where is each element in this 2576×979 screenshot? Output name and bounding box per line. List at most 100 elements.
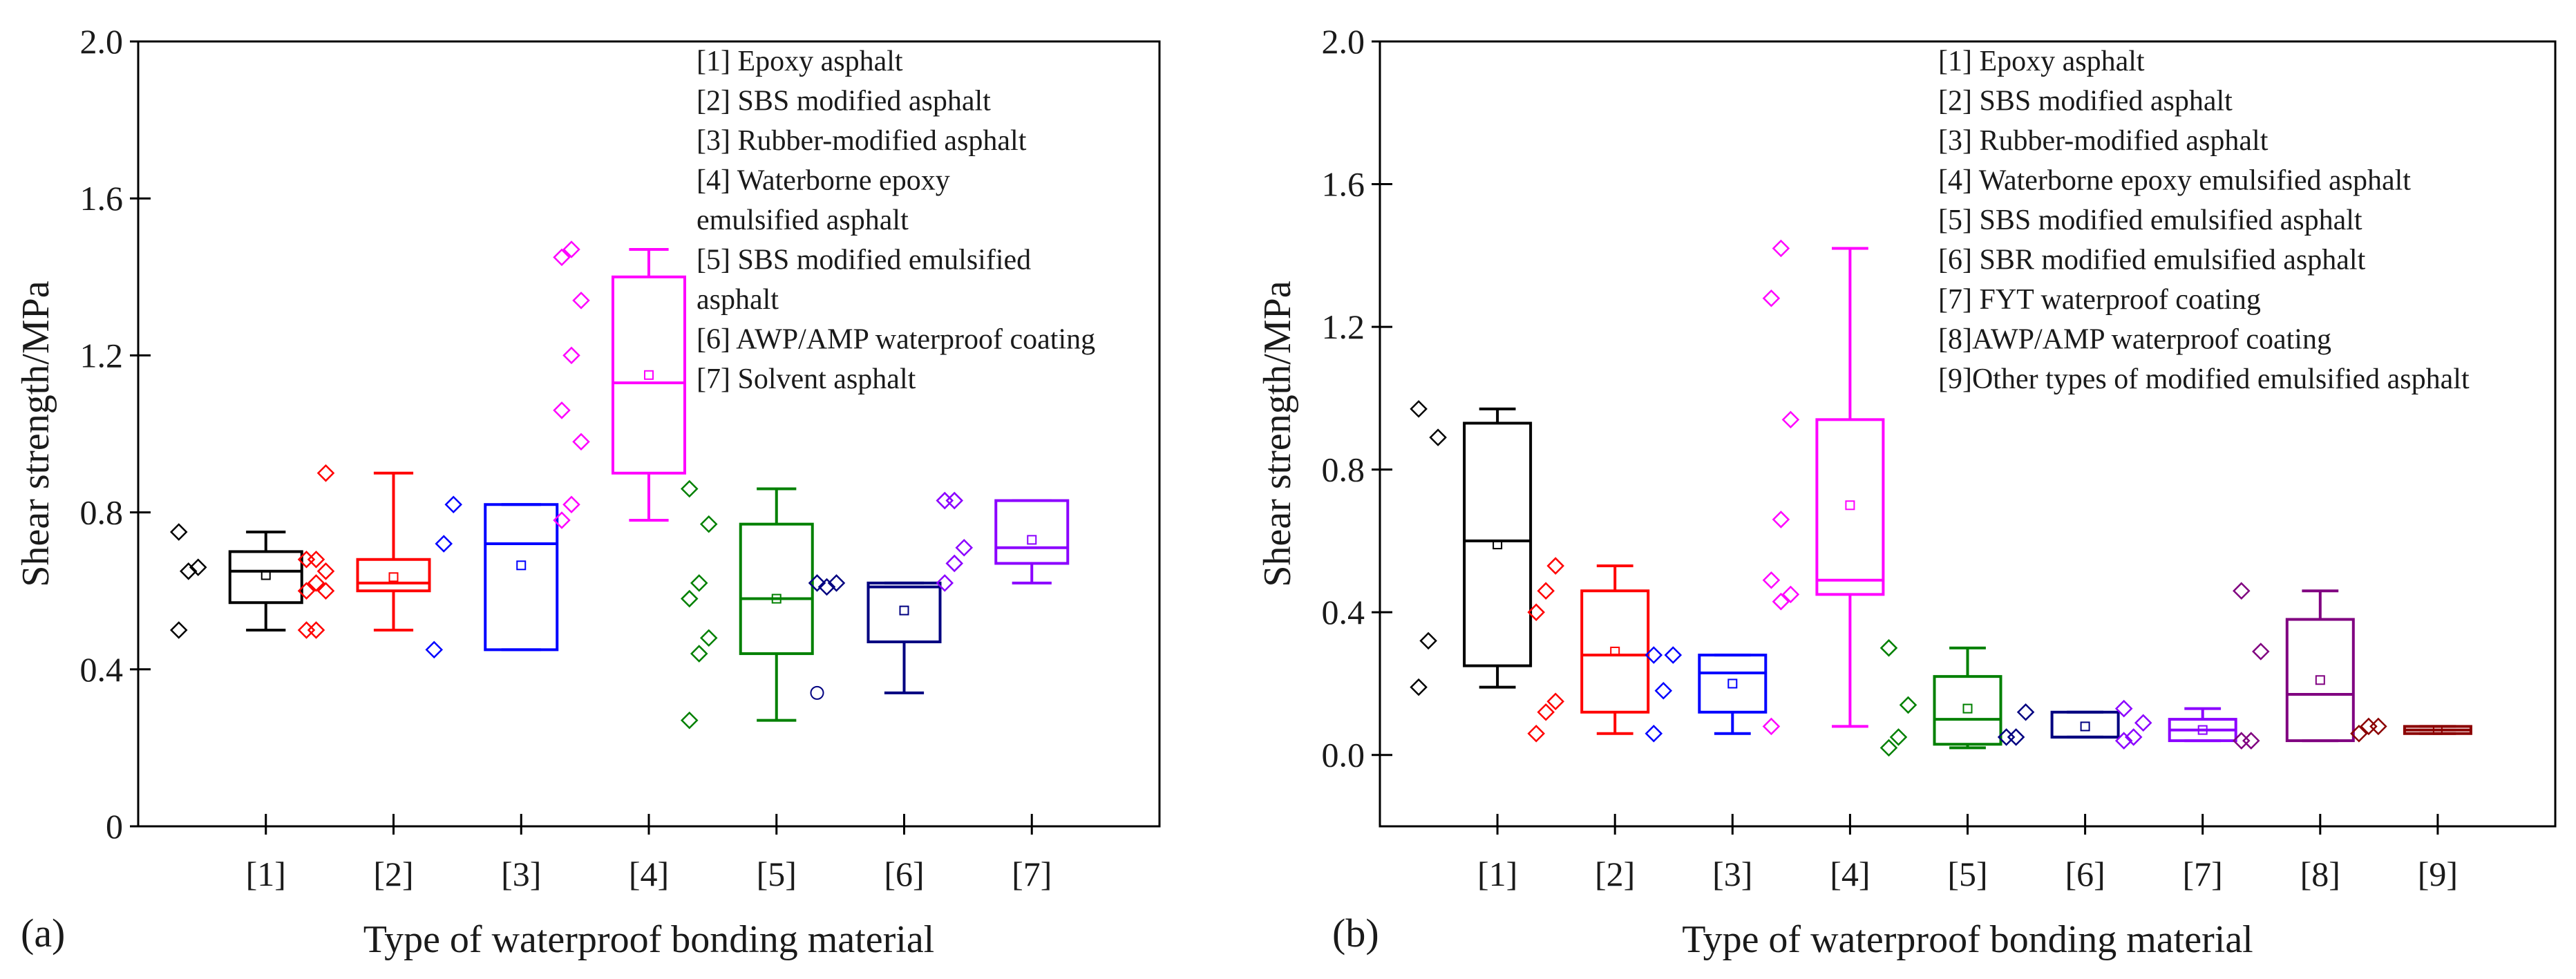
mean-marker bbox=[1610, 646, 1620, 656]
data-point bbox=[680, 479, 699, 498]
panel-label: (a) bbox=[21, 911, 65, 956]
x-axis-title: Type of waterproof bonding material bbox=[1682, 918, 2253, 961]
legend-entry: [1] Epoxy asphalt bbox=[1938, 46, 2145, 77]
box bbox=[994, 499, 1070, 565]
box bbox=[1463, 421, 1533, 667]
data-point bbox=[297, 582, 316, 600]
data-point bbox=[1527, 603, 1545, 621]
data-point bbox=[690, 574, 708, 592]
box-group-5 bbox=[1879, 639, 2002, 757]
data-point bbox=[2360, 717, 2378, 736]
x-category-label: [7] bbox=[1012, 855, 1052, 893]
data-point bbox=[1772, 592, 1790, 611]
y-tick-label: 2.0 bbox=[80, 22, 124, 61]
data-point bbox=[1419, 631, 1437, 650]
data-point bbox=[2114, 699, 2133, 718]
data-point bbox=[316, 464, 335, 482]
data-point bbox=[1762, 717, 1781, 736]
data-point bbox=[680, 589, 699, 608]
data-point bbox=[562, 346, 580, 365]
box bbox=[1815, 418, 1885, 596]
mean-marker bbox=[771, 593, 782, 604]
box bbox=[866, 581, 942, 644]
mean-marker bbox=[644, 370, 654, 380]
legend-entry: [3] Rubber-modified asphalt bbox=[697, 125, 1027, 157]
x-category-label: [1] bbox=[1477, 855, 1517, 893]
x-category-label: [2] bbox=[373, 855, 413, 893]
data-point bbox=[2134, 714, 2152, 732]
legend-entry: [7] FYT waterproof coating bbox=[1938, 284, 2261, 316]
y-tick-label: 1.6 bbox=[80, 179, 124, 218]
data-point bbox=[817, 578, 836, 596]
data-point bbox=[562, 495, 580, 514]
box-group-3 bbox=[425, 495, 559, 659]
data-point bbox=[1762, 571, 1781, 589]
data-point bbox=[435, 535, 453, 553]
panel-b: 0.0 0.4 0.8 1.2 1.6 2.0 [1] [2] [3] [4] [5] [6] [7] [… bbox=[1256, 22, 2557, 961]
y-tick-label: 0.8 bbox=[80, 493, 124, 532]
legend-entry: [6] SBR modified emulsified asphalt bbox=[1938, 245, 2366, 276]
data-point bbox=[1527, 724, 1545, 743]
mean-marker bbox=[2080, 721, 2090, 732]
mean-marker bbox=[2432, 725, 2443, 735]
data-point bbox=[1537, 703, 1555, 721]
mean-marker bbox=[2315, 675, 2325, 685]
y-tick-label: 0.4 bbox=[80, 650, 124, 689]
legend-entry: [4] Waterborne epoxy bbox=[697, 165, 950, 197]
box bbox=[2050, 710, 2120, 739]
x-category-label: [5] bbox=[1947, 855, 1987, 893]
mean-marker bbox=[2197, 725, 2208, 735]
data-point bbox=[316, 562, 335, 580]
box bbox=[1698, 654, 1768, 714]
data-point bbox=[1546, 557, 1564, 575]
x-category-label: [3] bbox=[501, 855, 541, 893]
box-group-3 bbox=[1645, 646, 1768, 743]
data-point bbox=[2233, 582, 2251, 600]
data-point bbox=[1899, 696, 1917, 714]
box-group-8 bbox=[2233, 582, 2355, 750]
box-group-7 bbox=[936, 491, 1070, 592]
data-point bbox=[179, 562, 198, 580]
box-group-4 bbox=[1762, 239, 1885, 736]
panel-a: 0 0.4 0.8 1.2 1.6 2.0 [1] [2] [3] [4] [5] [6] [7] Typ… bbox=[15, 22, 1161, 961]
data-point bbox=[690, 645, 708, 663]
y-axis-title: Shear strength/MPa bbox=[15, 281, 57, 587]
data-point bbox=[1772, 239, 1790, 258]
data-point bbox=[1879, 639, 1898, 657]
data-point bbox=[169, 523, 188, 541]
data-point bbox=[1654, 682, 1673, 700]
data-point bbox=[572, 292, 590, 310]
legend-entry: [8]AWP/AMP waterproof coating bbox=[1938, 324, 2331, 356]
data-point bbox=[1537, 582, 1555, 600]
y-axis-title: Shear strength/MPa bbox=[1256, 281, 1299, 587]
data-point bbox=[2252, 643, 2270, 660]
data-point bbox=[307, 574, 325, 592]
legend-entry: [5] SBS modified emulsified bbox=[697, 245, 1031, 276]
legend-entry: [1] Epoxy asphalt bbox=[697, 46, 903, 77]
x-category-label: [7] bbox=[2183, 855, 2223, 893]
mean-marker bbox=[1845, 500, 1855, 511]
data-point bbox=[189, 558, 207, 576]
legend-entry: [4] Waterborne epoxy emulsified asphalt bbox=[1938, 165, 2411, 197]
data-point bbox=[2242, 732, 2260, 750]
data-point bbox=[945, 491, 964, 510]
data-point bbox=[945, 554, 964, 573]
y-tick-label: 1.2 bbox=[1322, 307, 1365, 346]
data-point bbox=[1410, 400, 1428, 418]
data-point bbox=[307, 550, 325, 569]
box-group-6 bbox=[808, 574, 942, 700]
box bbox=[356, 558, 431, 593]
x-category-label: [6] bbox=[2065, 855, 2105, 893]
mean-marker bbox=[388, 572, 399, 582]
data-point bbox=[553, 248, 571, 267]
data-point bbox=[169, 621, 188, 639]
y-tick-label: 0.0 bbox=[1322, 736, 1365, 774]
x-category-label: [4] bbox=[1830, 855, 1870, 893]
mean-marker bbox=[899, 605, 909, 616]
data-point bbox=[1879, 739, 1898, 757]
mean-marker bbox=[1962, 703, 1973, 714]
data-point bbox=[810, 685, 824, 700]
data-point bbox=[297, 621, 316, 639]
